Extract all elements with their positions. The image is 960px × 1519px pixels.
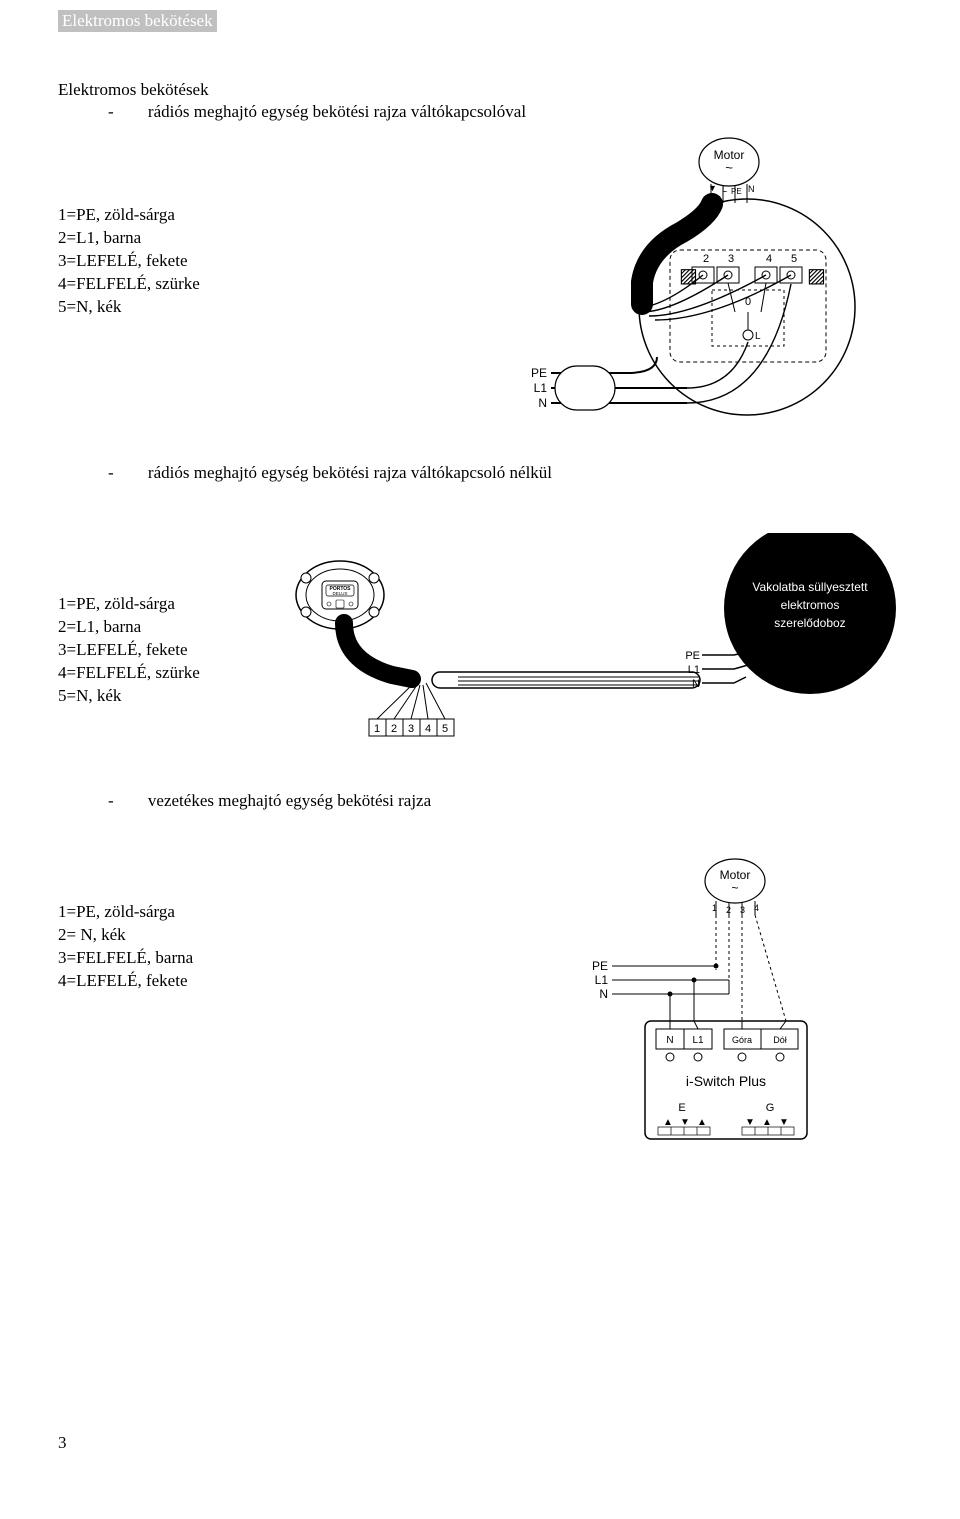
d3-pin-3: 3	[740, 905, 745, 915]
switch-L: L	[755, 331, 761, 342]
page-heading: Elektromos bekötések	[58, 80, 902, 100]
bullet-item-1: rádiós meghajtó egység bekötési rajza vá…	[108, 102, 902, 122]
d3-top-dol: Dół	[773, 1035, 787, 1045]
hatch-l: ▨	[679, 265, 698, 287]
motor-pin-down: ▼	[708, 183, 717, 193]
motor-pin-PE: PE	[731, 187, 742, 196]
d3-motor-tilde: ~	[731, 881, 738, 895]
hatch-r: ▨	[807, 265, 826, 287]
d3-top-L1: L1	[692, 1035, 704, 1046]
tri: ▲	[697, 1117, 707, 1128]
term-2: 2	[703, 253, 709, 265]
d3-top-gora: Góra	[732, 1035, 752, 1045]
legend-line: 1=PE, zöld-sárga	[58, 593, 200, 616]
d3-top-N: N	[666, 1035, 673, 1046]
legend-line: 2=L1, barna	[58, 616, 200, 639]
bullet-item-2: rádiós meghajtó egység bekötési rajza vá…	[108, 463, 902, 483]
d3-L1: L1	[595, 973, 609, 987]
tri: ▲	[663, 1117, 673, 1128]
brand-delux: DELUX	[332, 591, 347, 596]
legend-3: 1=PE, zöld-sárga 2= N, kék 3=FELFELÉ, ba…	[58, 901, 193, 993]
term-4: 4	[425, 723, 431, 735]
tri: ▲	[762, 1117, 772, 1128]
legend-line: 2=L1, barna	[58, 227, 200, 250]
r-L1: L1	[688, 664, 700, 676]
legend-line: 5=N, kék	[58, 296, 200, 319]
diagram-2: PORTOS DELUX	[282, 533, 902, 763]
motor-tilde: ~	[725, 160, 733, 175]
terminal-fan: 1 2 3 4 5	[369, 683, 454, 736]
term-3: 3	[408, 723, 414, 735]
d3-box-name: i-Switch Plus	[686, 1073, 766, 1089]
circle-line-1: Vakolatba süllyesztett	[752, 580, 868, 594]
circle-line-2: elektromos	[781, 598, 840, 612]
supply-PE: PE	[531, 366, 547, 380]
tri: ▼	[680, 1117, 690, 1128]
d3-PE: PE	[592, 959, 608, 973]
legend-line: 5=N, kék	[58, 685, 200, 708]
row-1: 1=PE, zöld-sárga 2=L1, barna 3=LEFELÉ, f…	[58, 132, 902, 447]
legend-line: 4=FELFELÉ, szürke	[58, 273, 200, 296]
r-PE: PE	[685, 650, 700, 662]
motor-pin-N: N	[748, 184, 755, 194]
legend-line: 4=FELFELÉ, szürke	[58, 662, 200, 685]
legend-line: 3=FELFELÉ, barna	[58, 947, 193, 970]
legend-1: 1=PE, zöld-sárga 2=L1, barna 3=LEFELÉ, f…	[58, 204, 200, 319]
bullet-item-3: vezetékes meghajtó egység bekötési rajza	[108, 791, 902, 811]
r-N: N	[692, 678, 700, 690]
legend-line: 1=PE, zöld-sárga	[58, 901, 193, 924]
legend-line: 3=LEFELÉ, fekete	[58, 250, 200, 273]
supply-L1: L1	[534, 381, 548, 395]
term-3: 3	[728, 253, 734, 265]
term-1: 1	[374, 723, 380, 735]
diagram-3: Motor ~ 1 2 3 4 PE L1 N	[572, 853, 832, 1178]
page-number: 3	[58, 1433, 67, 1453]
circle-line-3: szerelődoboz	[774, 616, 845, 630]
legend-line: 4=LEFELÉ, fekete	[58, 970, 193, 993]
term-4: 4	[766, 253, 772, 265]
term-5: 5	[791, 253, 797, 265]
row-2: 1=PE, zöld-sárga 2=L1, barna 3=LEFELÉ, f…	[58, 533, 902, 763]
d3-bottom-G: G	[766, 1102, 775, 1114]
legend-line: 2= N, kék	[58, 924, 193, 947]
tri: ▼	[779, 1117, 789, 1128]
term-2: 2	[391, 723, 397, 735]
term-5: 5	[442, 723, 448, 735]
section-tag: Elektromos bekötések	[58, 10, 217, 32]
d3-motor-label: Motor	[720, 868, 751, 882]
legend-2: 1=PE, zöld-sárga 2=L1, barna 3=LEFELÉ, f…	[58, 593, 200, 708]
d3-bottom-E: E	[678, 1102, 685, 1114]
supply-N: N	[538, 396, 547, 410]
d3-N: N	[599, 987, 608, 1001]
legend-line: 3=LEFELÉ, fekete	[58, 639, 200, 662]
legend-line: 1=PE, zöld-sárga	[58, 204, 200, 227]
diagram-1: Motor ~ ▼ L PE N 2 3 4 5	[507, 132, 902, 447]
tri: ▼	[745, 1117, 755, 1128]
row-3: 1=PE, zöld-sárga 2= N, kék 3=FELFELÉ, ba…	[58, 853, 902, 1178]
